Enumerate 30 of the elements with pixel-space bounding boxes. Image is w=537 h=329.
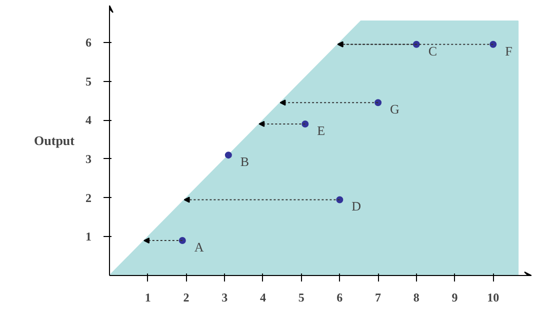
point	[178, 237, 186, 244]
x-tick-label: 2	[183, 290, 190, 304]
annotation: B	[240, 154, 250, 170]
point	[224, 152, 232, 159]
x-tick-label: 4	[260, 290, 266, 304]
point	[336, 196, 344, 204]
annotation: G	[390, 102, 400, 117]
x-tick-label: 6	[336, 290, 343, 304]
x-tick-label: 8	[413, 290, 420, 304]
annotation: A	[194, 240, 204, 255]
annotation: C	[428, 43, 438, 58]
y-axis-title: Output	[34, 133, 76, 148]
y-tick-label: 6	[86, 35, 92, 50]
point	[374, 99, 382, 106]
x-tick-label: 5	[298, 290, 304, 304]
y-tick-label: 2	[86, 190, 92, 205]
point	[302, 120, 309, 128]
y-tick-label: 1	[86, 230, 92, 244]
y-tick-label: 3	[86, 152, 92, 166]
x-tick-label: 3	[222, 290, 228, 304]
y-tick-label: 5	[86, 74, 92, 88]
x-tick-label: 10	[487, 290, 500, 304]
annotation: F	[505, 43, 512, 58]
x-tick-label: 7	[375, 290, 382, 304]
y-tick-label: 4	[86, 113, 92, 128]
point	[490, 40, 497, 48]
x-tick-label: 9	[452, 290, 458, 304]
annotation: E	[317, 122, 326, 138]
annotation: D	[352, 198, 362, 214]
x-tick-label: 1	[144, 290, 151, 304]
